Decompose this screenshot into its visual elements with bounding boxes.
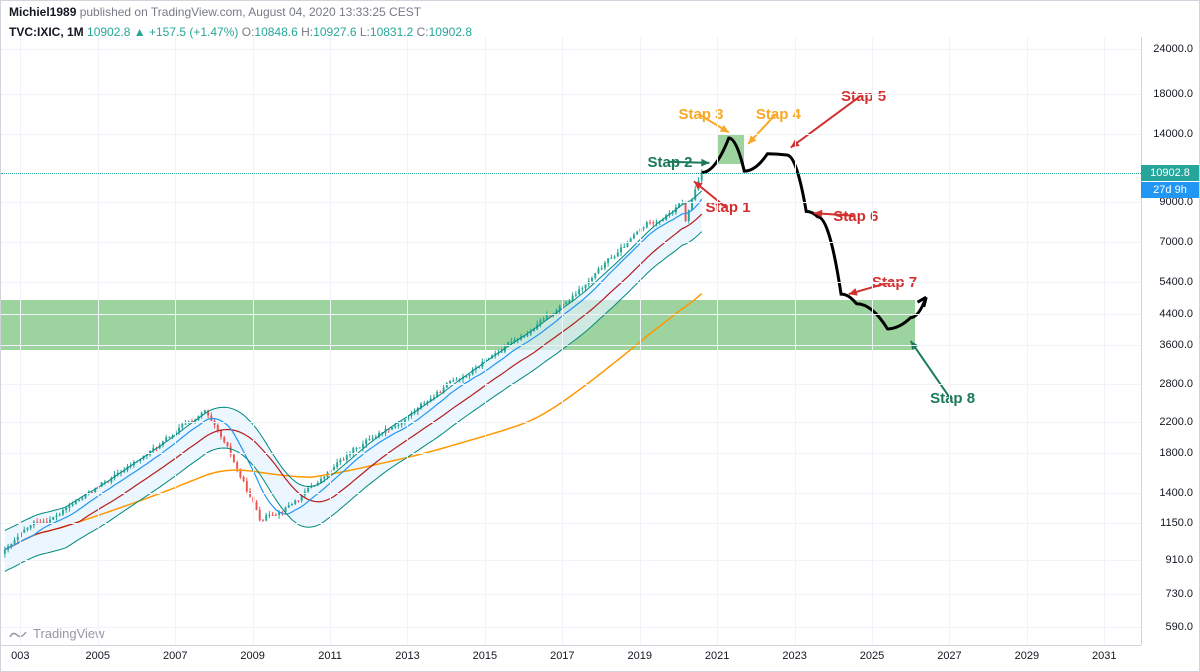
current-price-line — [1, 173, 1141, 174]
y-tick-label: 5400.0 — [1159, 276, 1193, 288]
grid-line-h — [1, 493, 1141, 494]
y-tick-label: 2800.0 — [1159, 378, 1193, 390]
grid-line-v — [253, 37, 254, 645]
grid-line-v — [562, 37, 563, 645]
y-tick-label: 730.0 — [1165, 588, 1193, 600]
x-tick-label: 2005 — [86, 650, 110, 662]
grid-line-h — [1, 594, 1141, 595]
grid-line-v — [640, 37, 641, 645]
grid-line-v — [1104, 37, 1105, 645]
chart-header: Michiel1989 published on TradingView.com… — [1, 1, 1199, 23]
grid-line-v — [485, 37, 486, 645]
chart-container: Michiel1989 published on TradingView.com… — [0, 0, 1200, 672]
y-tick-label: 14000.0 — [1153, 128, 1193, 140]
grid-line-h — [1, 523, 1141, 524]
grid-line-v — [330, 37, 331, 645]
plot-area[interactable]: Stap 1Stap 2Stap 3Stap 4Stap 5Stap 6Stap… — [1, 37, 1199, 645]
x-tick-label: 2015 — [473, 650, 497, 662]
tradingview-logo-icon — [9, 628, 27, 640]
grid-line-h — [1, 453, 1141, 454]
y-tick-label: 590.0 — [1165, 621, 1193, 633]
grid-line-v — [872, 37, 873, 645]
y-tick-label: 2200.0 — [1159, 416, 1193, 428]
x-axis: 003 2005 2007 2009 2011 2013 2015 2017 2019 2021 2… — [1, 645, 1141, 671]
grid-line-h — [1, 345, 1141, 346]
grid-line-h — [1, 282, 1141, 283]
annotation-label: Stap 8 — [930, 390, 975, 407]
grid-line-h — [1, 134, 1141, 135]
grid-line-h — [1, 49, 1141, 50]
grid-line-v — [717, 37, 718, 645]
grid-line-v — [98, 37, 99, 645]
grid-line-h — [1, 314, 1141, 315]
y-tick-label: 1800.0 — [1159, 447, 1193, 459]
x-tick-label: 2009 — [240, 650, 264, 662]
grid-line-h — [1, 242, 1141, 243]
chart-svg — [1, 37, 1143, 647]
grid-line-v — [175, 37, 176, 645]
x-tick-label: 2023 — [782, 650, 806, 662]
grid-line-v — [795, 37, 796, 645]
x-tick-label: 2013 — [395, 650, 419, 662]
x-tick-label: 2021 — [705, 650, 729, 662]
y-tick-label: 3600.0 — [1159, 339, 1193, 351]
y-axis: 590.0 730.0 910.0 1150.0 1400.0 1800.0 2200.0 2… — [1141, 37, 1199, 645]
y-tick-label: 910.0 — [1165, 554, 1193, 566]
x-tick-label: 2031 — [1092, 650, 1116, 662]
grid-line-v — [407, 37, 408, 645]
author-name: Michiel1989 — [9, 5, 76, 19]
grid-line-h — [1, 94, 1141, 95]
grid-line-h — [1, 560, 1141, 561]
grid-line-h — [1, 384, 1141, 385]
grid-line-v — [20, 37, 21, 645]
grid-line-v — [1027, 37, 1028, 645]
x-tick-label: 2007 — [163, 650, 187, 662]
y-tick-label: 9000.0 — [1159, 196, 1193, 208]
x-tick-label: 2019 — [627, 650, 651, 662]
y-tick-label: 1150.0 — [1160, 517, 1193, 529]
x-tick-label: 003 — [11, 650, 29, 662]
grid-line-v — [949, 37, 950, 645]
y-tick-label: 1400.0 — [1159, 487, 1193, 499]
countdown-tag: 27d 9h — [1141, 182, 1199, 198]
y-tick-label: 7000.0 — [1159, 236, 1193, 248]
grid-line-h — [1, 422, 1141, 423]
y-tick-label: 18000.0 — [1153, 88, 1193, 100]
x-tick-label: 2029 — [1015, 650, 1039, 662]
x-tick-label: 2011 — [318, 650, 342, 662]
price-tag: 10902.8 — [1141, 165, 1199, 181]
y-tick-label: 4400.0 — [1159, 308, 1193, 320]
annotation-label: Stap 5 — [841, 88, 886, 105]
y-tick-label: 24000.0 — [1153, 43, 1193, 55]
annotation-label: Stap 2 — [647, 154, 692, 171]
grid-line-h — [1, 627, 1141, 628]
publish-info: published on TradingView.com, August 04,… — [76, 5, 421, 19]
x-tick-label: 2025 — [860, 650, 884, 662]
grid-line-h — [1, 202, 1141, 203]
x-tick-label: 2017 — [550, 650, 574, 662]
x-tick-label: 2027 — [937, 650, 961, 662]
